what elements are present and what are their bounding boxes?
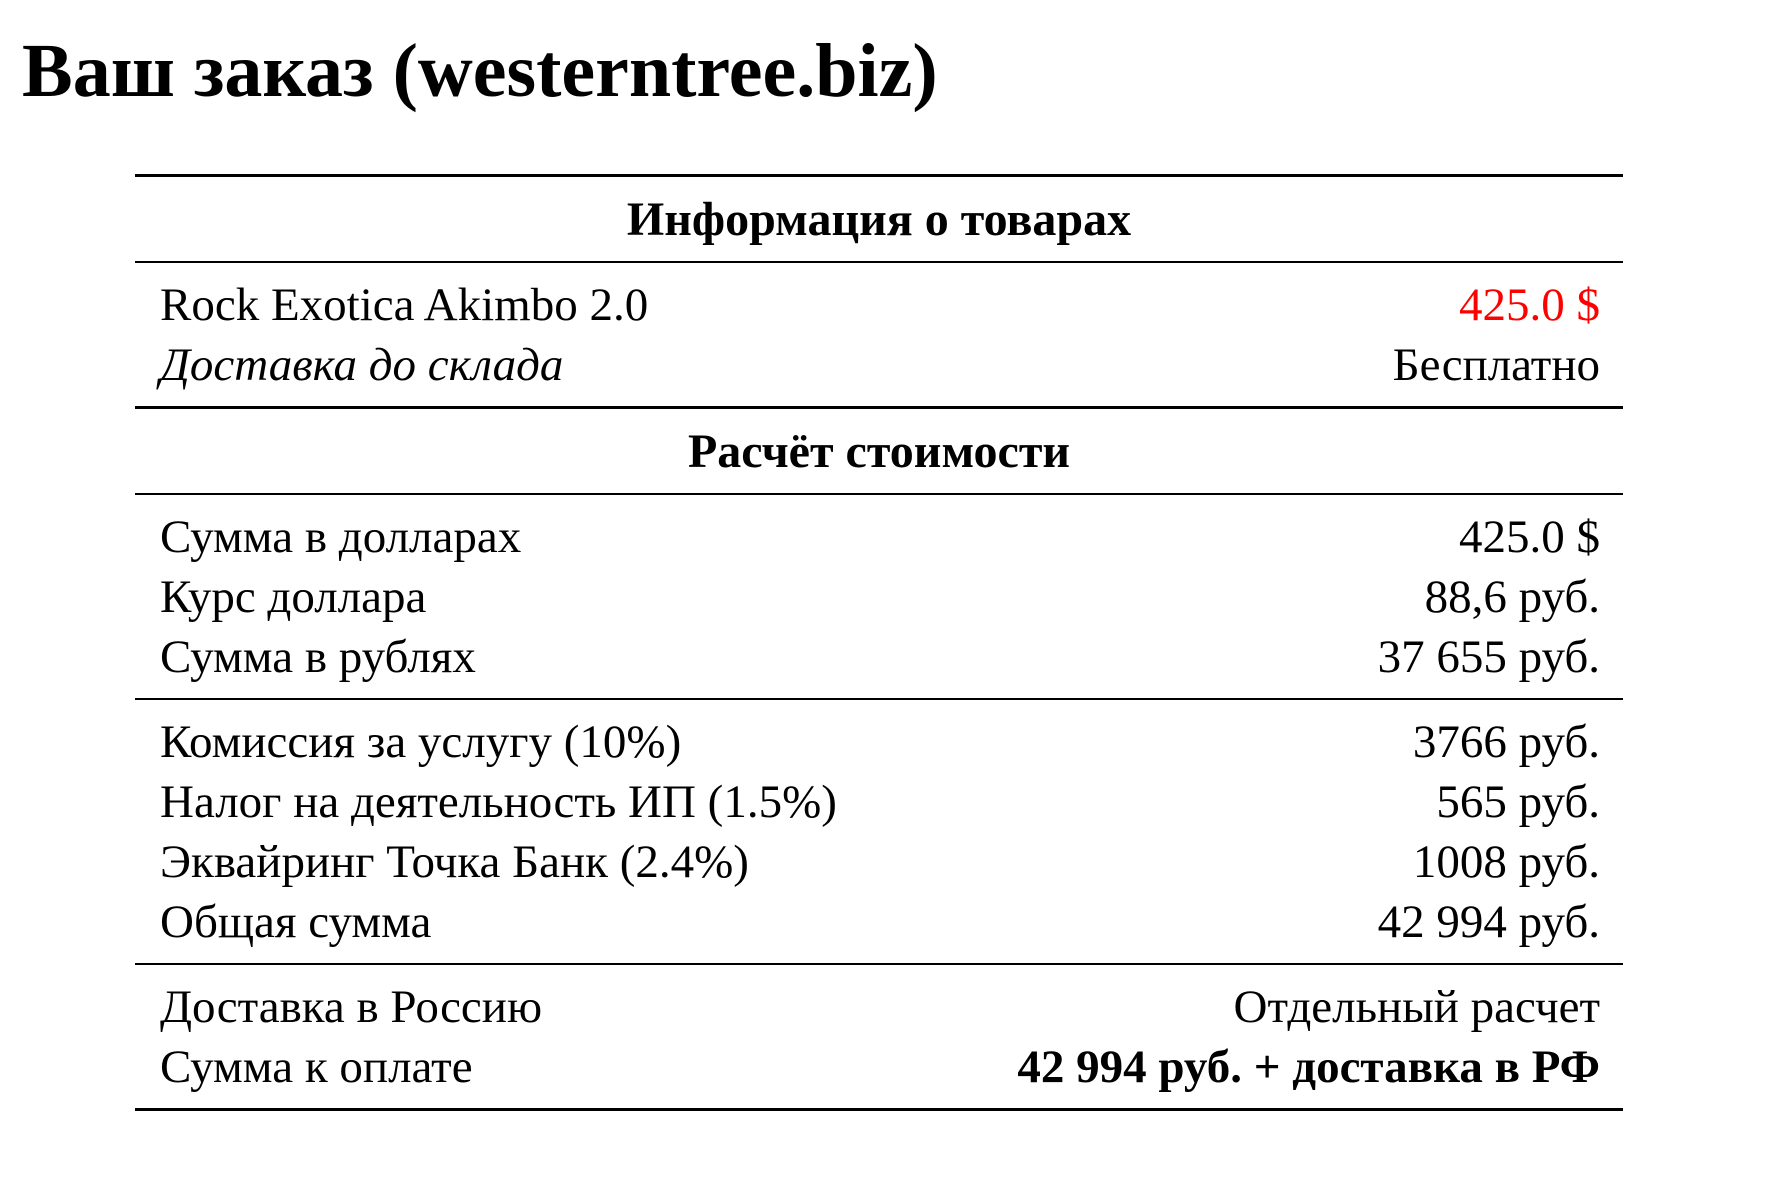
row-label: Сумма к оплате: [160, 1040, 473, 1093]
row-value: 1008 руб.: [1412, 835, 1600, 888]
row-value: 37 655 руб.: [1377, 630, 1600, 683]
row-label: Общая сумма: [160, 895, 432, 948]
row-value: 425.0 $: [1459, 510, 1600, 563]
table-row: Доставка в Россию Отдельный расчет: [160, 977, 1600, 1037]
product-price: 425.0 $: [1459, 279, 1600, 331]
row-value: 565 руб.: [1436, 775, 1600, 828]
row-value: 3766 руб.: [1412, 715, 1600, 768]
table-row: Налог на деятельность ИП (1.5%) 565 руб.: [160, 772, 1600, 832]
row-value: 42 994 руб.: [1377, 895, 1600, 948]
table-row: Общая сумма 42 994 руб.: [160, 892, 1600, 952]
table-row: Сумма в рублях 37 655 руб.: [160, 627, 1600, 687]
goods-group: Rock Exotica Akimbo 2.0 425.0 $ Доставка…: [135, 263, 1623, 406]
calc-group: Сумма в долларах 425.0 $ Курс доллара 88,6…: [135, 495, 1623, 698]
table-row: Rock Exotica Akimbo 2.0 425.0 $: [160, 275, 1600, 335]
divider: [135, 406, 1623, 409]
warehouse-delivery-value: Бесплатно: [1392, 339, 1600, 391]
table-row: Комиссия за услугу (10%) 3766 руб.: [160, 712, 1600, 772]
final-group: Доставка в Россию Отдельный расчет Сумма …: [135, 965, 1623, 1108]
page-title: Ваш заказ (westerntree.biz): [22, 29, 938, 113]
row-label: Курс доллара: [160, 570, 427, 623]
goods-header: Информация о товарах: [626, 192, 1132, 246]
row-label: Комиссия за услугу (10%): [160, 715, 682, 768]
table-row: Доставка до склада Бесплатно: [160, 335, 1600, 395]
table-row: Сумма к оплате 42 994 руб. + доставка в Р…: [160, 1037, 1600, 1097]
row-value: Отдельный расчет: [1233, 980, 1600, 1033]
table-row: Сумма в долларах 425.0 $: [160, 507, 1600, 567]
row-label: Сумма в долларах: [160, 510, 522, 563]
total-payable: 42 994 руб. + доставка в РФ: [1017, 1040, 1600, 1093]
divider: [135, 261, 1623, 263]
divider: [135, 174, 1623, 177]
fees-group: Комиссия за услугу (10%) 3766 руб. Налог …: [135, 700, 1623, 963]
table-row: Курс доллара 88,6 руб.: [160, 567, 1600, 627]
row-value: 88,6 руб.: [1424, 570, 1600, 623]
divider: [135, 697, 1623, 700]
order-table: Информация о товарах Rock Exotica Akimbo…: [135, 174, 1623, 1111]
row-label: Налог на деятельность ИП (1.5%): [160, 775, 837, 828]
row-label: Доставка в Россию: [160, 980, 543, 1033]
table-row: Эквайринг Точка Банк (2.4%) 1008 руб.: [160, 832, 1600, 892]
divider: [135, 1107, 1623, 1111]
calc-header: Расчёт стоимости: [687, 424, 1071, 478]
row-label: Эквайринг Точка Банк (2.4%): [160, 835, 749, 888]
divider: [135, 493, 1623, 495]
row-label: Сумма в рублях: [160, 630, 476, 683]
product-name: Rock Exotica Akimbo 2.0: [160, 279, 649, 331]
warehouse-delivery-label: Доставка до склада: [160, 339, 564, 391]
divider: [135, 962, 1623, 965]
